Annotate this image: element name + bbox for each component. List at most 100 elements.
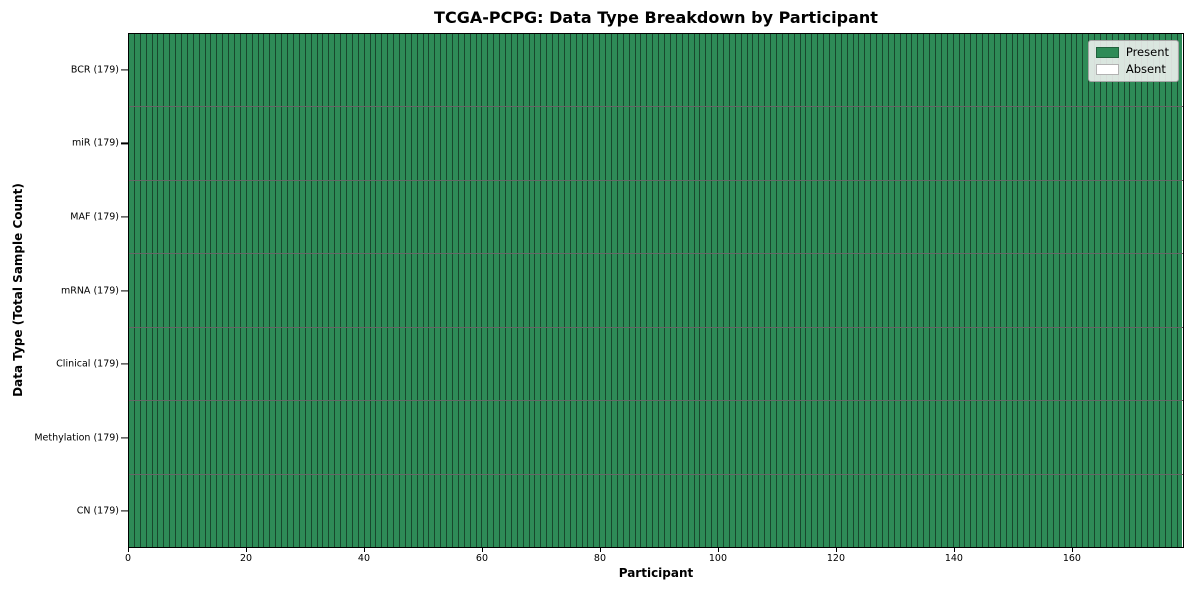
heatmap-row-maf-179 bbox=[129, 180, 1183, 255]
heatmap-cell bbox=[594, 180, 601, 254]
heatmap-row-methylation-179 bbox=[129, 401, 1183, 475]
heatmap-cell bbox=[476, 34, 483, 107]
heatmap-cell bbox=[936, 254, 942, 327]
heatmap-cell bbox=[782, 254, 789, 327]
heatmap-cell bbox=[564, 107, 571, 180]
heatmap-cell bbox=[193, 327, 200, 401]
heatmap-cell bbox=[488, 34, 495, 107]
heatmap-cell bbox=[859, 327, 866, 401]
heatmap-cell bbox=[199, 34, 206, 107]
heatmap-cell bbox=[1006, 254, 1013, 327]
heatmap-cell bbox=[140, 180, 147, 254]
heatmap-cell bbox=[1095, 327, 1101, 401]
heatmap-cell bbox=[252, 107, 259, 180]
heatmap-cell bbox=[346, 327, 353, 401]
heatmap-cell bbox=[423, 254, 430, 327]
heatmap-cell bbox=[953, 254, 960, 327]
heatmap-cell bbox=[776, 180, 783, 254]
x-tick-mark bbox=[953, 548, 956, 552]
heatmap-cell bbox=[164, 254, 171, 327]
heatmap-cell bbox=[570, 254, 577, 327]
heatmap-cell bbox=[264, 180, 271, 254]
heatmap-cell bbox=[129, 254, 135, 327]
heatmap-cell bbox=[411, 327, 418, 401]
heatmap-cell bbox=[971, 401, 978, 474]
heatmap-cell bbox=[771, 254, 777, 327]
heatmap-cell bbox=[1171, 107, 1178, 180]
heatmap-cell bbox=[329, 254, 336, 327]
heatmap-cell bbox=[388, 401, 395, 474]
heatmap-cell bbox=[429, 327, 436, 401]
heatmap-cell bbox=[223, 34, 230, 107]
heatmap-cell bbox=[941, 401, 948, 474]
heatmap-cell bbox=[924, 180, 931, 254]
heatmap-cell bbox=[452, 401, 459, 474]
heatmap-cell bbox=[635, 401, 642, 474]
heatmap-cell bbox=[494, 401, 501, 474]
heatmap-cell bbox=[582, 401, 589, 474]
heatmap-cell bbox=[941, 180, 948, 254]
heatmap-cell bbox=[458, 327, 465, 401]
heatmap-cell bbox=[411, 254, 418, 327]
heatmap-cell bbox=[800, 474, 807, 547]
heatmap-cell bbox=[329, 401, 336, 474]
heatmap-cell bbox=[765, 474, 772, 547]
heatmap-cell bbox=[417, 401, 424, 474]
heatmap-cell bbox=[983, 107, 990, 180]
heatmap-cell bbox=[1047, 34, 1054, 107]
heatmap-cell bbox=[199, 107, 206, 180]
heatmap-cell bbox=[871, 107, 878, 180]
heatmap-cell bbox=[559, 180, 565, 254]
heatmap-cell bbox=[600, 254, 607, 327]
heatmap-cell bbox=[529, 254, 536, 327]
heatmap-cell bbox=[771, 474, 777, 547]
heatmap-cell bbox=[488, 401, 495, 474]
heatmap-cell bbox=[264, 254, 271, 327]
heatmap-cell bbox=[447, 327, 453, 401]
heatmap-cell bbox=[983, 327, 990, 401]
heatmap-cell bbox=[782, 474, 789, 547]
heatmap-cell bbox=[924, 34, 931, 107]
heatmap-cell bbox=[299, 34, 306, 107]
heatmap-cell bbox=[765, 34, 772, 107]
heatmap-cell bbox=[765, 254, 772, 327]
heatmap-cell bbox=[447, 180, 453, 254]
heatmap-cell bbox=[665, 327, 671, 401]
heatmap-cell bbox=[694, 474, 701, 547]
heatmap-cell bbox=[1065, 180, 1072, 254]
heatmap-cell bbox=[977, 254, 984, 327]
heatmap-cell bbox=[1177, 474, 1183, 547]
heatmap-cell bbox=[1053, 401, 1060, 474]
heatmap-cell bbox=[1083, 327, 1090, 401]
heatmap-cell bbox=[553, 254, 560, 327]
heatmap-cell bbox=[883, 107, 889, 180]
heatmap-cell bbox=[965, 327, 972, 401]
heatmap-cell bbox=[182, 107, 188, 180]
y-tick-label: Methylation (179) bbox=[34, 432, 119, 444]
heatmap-cell bbox=[1012, 474, 1019, 547]
heatmap-cell bbox=[494, 254, 501, 327]
heatmap-cell bbox=[1083, 401, 1090, 474]
x-tick-label: 0 bbox=[124, 553, 132, 564]
heatmap-cell bbox=[376, 34, 383, 107]
heatmap-cell bbox=[1124, 474, 1131, 547]
heatmap-cell bbox=[670, 107, 677, 180]
heatmap-cell bbox=[818, 107, 825, 180]
heatmap-cell bbox=[965, 401, 972, 474]
heatmap-cell bbox=[723, 34, 730, 107]
heatmap-cell bbox=[1077, 254, 1084, 327]
heatmap-cell bbox=[341, 107, 347, 180]
heatmap-cell bbox=[500, 474, 506, 547]
heatmap-cell bbox=[223, 327, 230, 401]
heatmap-cell bbox=[1148, 327, 1154, 401]
heatmap-cell bbox=[918, 180, 925, 254]
heatmap-cell bbox=[1077, 180, 1084, 254]
heatmap-cell bbox=[335, 401, 342, 474]
heatmap-cell bbox=[570, 34, 577, 107]
heatmap-cell bbox=[1136, 254, 1143, 327]
heatmap-cell bbox=[776, 401, 783, 474]
heatmap-cell bbox=[1112, 474, 1119, 547]
heatmap-cell bbox=[959, 474, 966, 547]
heatmap-cell bbox=[252, 401, 259, 474]
heatmap-cell bbox=[682, 254, 689, 327]
